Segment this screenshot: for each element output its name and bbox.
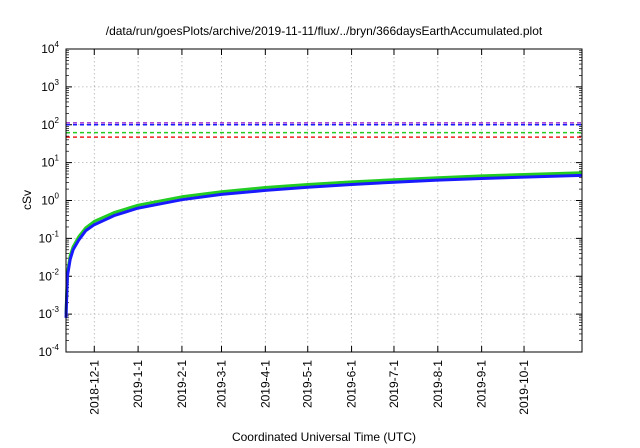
y-tick-label: 102 (41, 116, 59, 132)
x-tick-label: 2018-12-1 (87, 360, 101, 415)
y-tick-label: 10-4 (39, 343, 60, 359)
grid-lines (66, 49, 582, 352)
y-tick-label: 100 (41, 192, 59, 208)
data-series (64, 171, 583, 318)
x-tick-label: 2019-4-1 (258, 360, 272, 408)
y-axis-label: cSv (20, 190, 34, 210)
x-tick-label: 2019-7-1 (387, 360, 401, 408)
y-tick-label: 103 (41, 78, 59, 94)
y-tick-label: 10-1 (39, 229, 60, 245)
y-tick-label: 101 (41, 154, 59, 170)
chart-title: /data/run/goesPlots/archive/2019-11-11/f… (106, 24, 543, 38)
x-tick-label: 2019-1-1 (131, 360, 145, 408)
series-line (64, 173, 583, 318)
y-tick-label: 10-2 (39, 267, 60, 283)
x-axis-label: Coordinated Universal Time (UTC) (232, 430, 416, 444)
x-tick-label: 2019-6-1 (345, 360, 359, 408)
y-axis-ticks: 10-4 10-3 10-2 10-1 100 101 102 103 104 (39, 40, 582, 359)
x-axis-ticks: 2018-12-1 2019-1-1 2019-2-1 2019-3-1 2019-4-… (87, 49, 531, 415)
x-tick-label: 2019-5-1 (301, 360, 315, 408)
x-tick-label: 2019-8-1 (431, 360, 445, 408)
x-tick-label: 2019-9-1 (475, 360, 489, 408)
series-line (64, 171, 583, 315)
plot-frame (65, 48, 583, 353)
x-tick-label: 2019-3-1 (215, 360, 229, 408)
threshold-lines (66, 122, 582, 138)
y-tick-label: 104 (41, 40, 59, 56)
y-tick-label: 10-3 (39, 305, 60, 321)
x-tick-label: 2019-2-1 (175, 360, 189, 408)
x-tick-label: 2019-10-1 (517, 360, 531, 415)
